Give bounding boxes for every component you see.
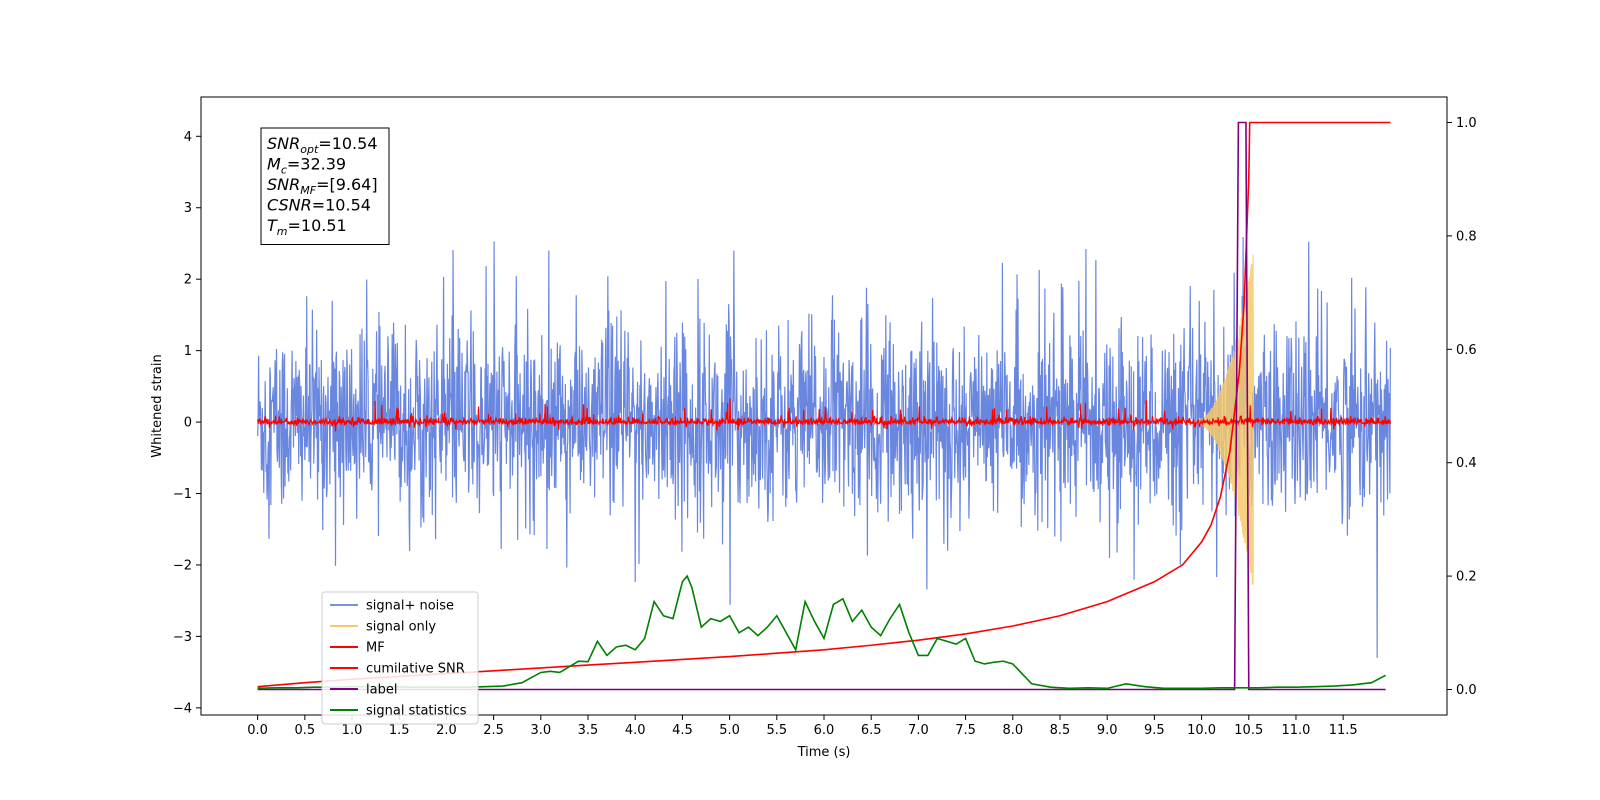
y-tick-label: 4 xyxy=(184,130,192,145)
series-line-2 xyxy=(257,398,1391,432)
x-tick-label: 9.5 xyxy=(1144,723,1165,738)
x-tick-label: 11.5 xyxy=(1329,723,1358,738)
x-tick-label: 5.5 xyxy=(766,723,787,738)
x-tick-label: 4.5 xyxy=(672,723,693,738)
annotation-line: SNRMF=[9.64] xyxy=(267,175,378,197)
x-tick-label: 3.0 xyxy=(530,723,551,738)
annotation-line: Tm=10.51 xyxy=(267,216,347,238)
x-tick-label: 10.0 xyxy=(1187,723,1216,738)
x-tick-label: 3.5 xyxy=(578,723,599,738)
legend: signal+ noise signal only MF cumilative SNR… xyxy=(321,591,479,725)
series-layer xyxy=(257,121,1391,691)
y2-tick-label: 0.8 xyxy=(1456,229,1477,244)
legend-entry: MF xyxy=(366,641,385,656)
y-tick-label: 1 xyxy=(184,344,192,359)
y-axis-label: Whitened strain xyxy=(150,354,165,457)
y-tick-label: −4 xyxy=(173,701,192,716)
y2-tick-label: 0.2 xyxy=(1456,570,1477,585)
x-tick-label: 0.0 xyxy=(247,723,268,738)
x-tick-label: 6.5 xyxy=(861,723,882,738)
y-tick-label: −2 xyxy=(173,558,192,573)
annotation-line: CSNR=10.54 xyxy=(267,196,371,215)
legend-entry: signal only xyxy=(366,620,436,635)
series-line-5 xyxy=(257,574,1387,690)
x-tick-label: 7.5 xyxy=(955,723,976,738)
legend-entry: signal statistics xyxy=(366,704,467,719)
y2-tick-label: 0.4 xyxy=(1456,456,1477,471)
y-tick-label: −3 xyxy=(173,630,192,645)
y-tick-label: 2 xyxy=(184,273,192,288)
series-line-0 xyxy=(257,236,1391,658)
annotation-line: Mc=32.39 xyxy=(267,155,346,177)
legend-entry: cumilative SNR xyxy=(366,662,465,677)
legend-entry: signal+ noise xyxy=(366,599,454,614)
x-tick-label: 6.0 xyxy=(814,723,835,738)
series-line-4 xyxy=(257,121,1386,691)
x-tick-label: 7.0 xyxy=(908,723,929,738)
x-tick-label: 9.0 xyxy=(1097,723,1118,738)
x-tick-label: 8.5 xyxy=(1050,723,1071,738)
x-tick-label: 2.5 xyxy=(483,723,504,738)
x-axis: 0.0 0.5 1.0 1.5 2.0 2.5 3.0 3.5 4.0 4.5 5.0 5.5 6.0 6… xyxy=(247,715,1358,738)
annotation-frame xyxy=(260,127,390,245)
x-tick-label: 0.5 xyxy=(294,723,315,738)
y-axis-left: −4 −3 −2 −1 0 1 2 3 4 xyxy=(173,130,201,716)
y-tick-label: −1 xyxy=(173,487,192,502)
x-tick-label: 8.0 xyxy=(1002,723,1023,738)
x-tick-label: 5.0 xyxy=(719,723,740,738)
y2-tick-label: 1.0 xyxy=(1456,116,1477,131)
legend-frame xyxy=(321,591,479,725)
x-tick-label: 2.0 xyxy=(436,723,457,738)
y2-tick-label: 0.6 xyxy=(1456,343,1477,358)
y-axis-right: 0.0 0.2 0.4 0.6 0.8 1.0 xyxy=(1447,116,1477,698)
x-axis-label: Time (s) xyxy=(797,745,851,760)
x-tick-label: 1.0 xyxy=(342,723,363,738)
x-tick-label: 10.5 xyxy=(1234,723,1263,738)
x-tick-label: 4.0 xyxy=(625,723,646,738)
y2-tick-label: 0.0 xyxy=(1456,683,1477,698)
x-tick-label: 1.5 xyxy=(389,723,410,738)
y-tick-label: 3 xyxy=(184,201,192,216)
y-tick-label: 0 xyxy=(184,416,192,431)
x-tick-label: 11.0 xyxy=(1281,723,1310,738)
legend-entry: label xyxy=(366,683,397,698)
annotation-line: SNRopt=10.54 xyxy=(267,134,378,156)
annotation-box: SNRopt=10.54Mc=32.39SNRMF=[9.64]CSNR=10.… xyxy=(260,127,390,245)
